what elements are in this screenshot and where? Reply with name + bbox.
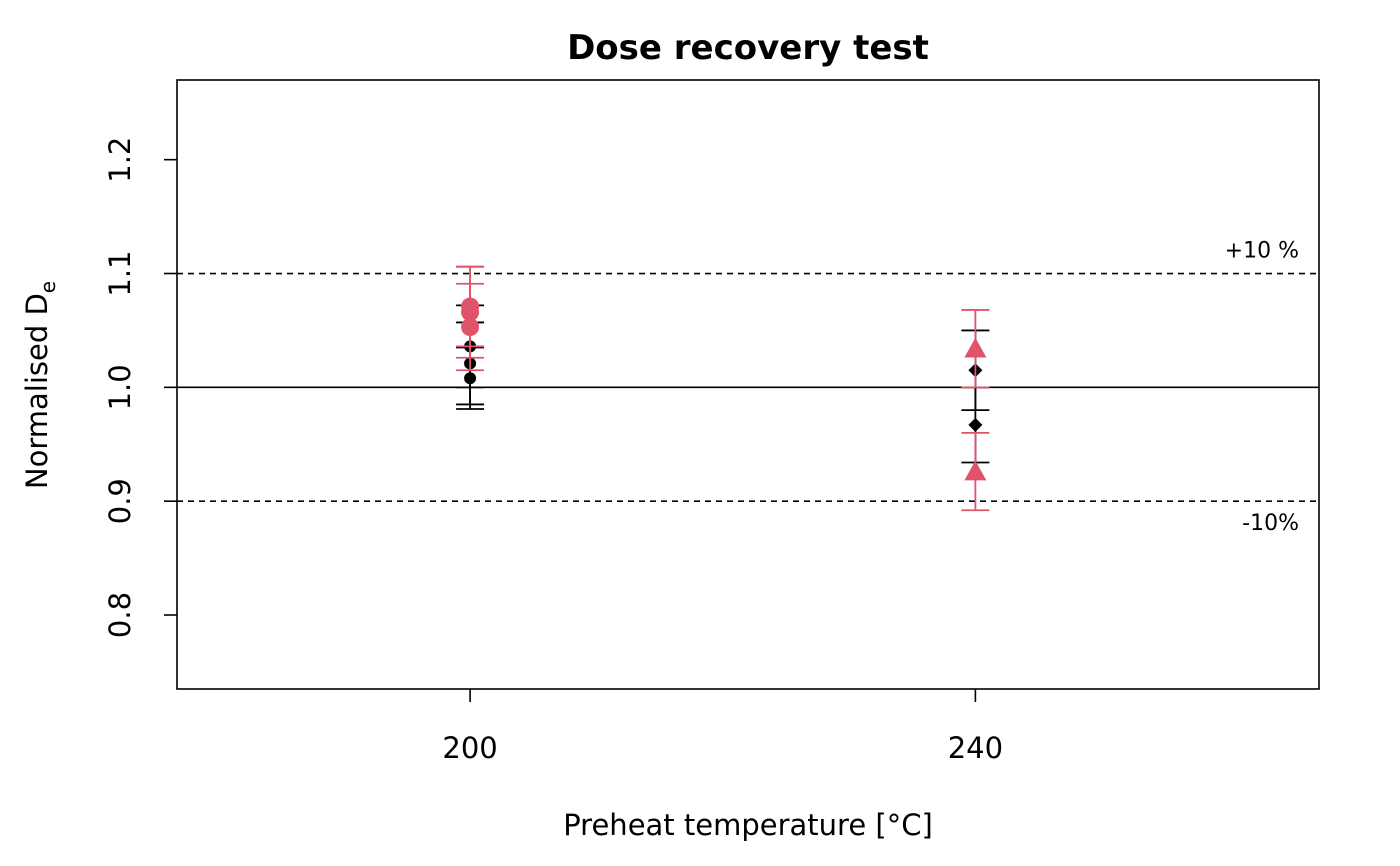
y-axis-label: Normalised De: [20, 281, 60, 489]
reference-line-label-2: -10%: [1242, 511, 1299, 536]
y-tick-label-3: 1.1: [103, 250, 137, 296]
data-point-s0-p4: [968, 417, 983, 432]
x-tick-label-0: 200: [442, 731, 497, 765]
y-axis-label-main: Normalised D: [20, 293, 54, 489]
y-tick-label-1: 0.9: [103, 478, 137, 524]
data-point-s1-p3: [964, 337, 987, 358]
x-axis-label: Preheat temperature [°C]: [563, 808, 933, 842]
plot-frame: [176, 79, 1320, 690]
data-point-s1-p4: [964, 460, 987, 481]
x-tick-label-1: 240: [948, 731, 1003, 765]
x-axis: 200 240: [442, 689, 1003, 765]
reference-lines: +10 % -10%: [177, 239, 1319, 536]
series-1: [456, 265, 990, 512]
y-tick-label-2: 1.0: [103, 364, 137, 410]
y-tick-label-4: 1.2: [103, 137, 137, 183]
y-tick-label-0: 0.8: [103, 592, 137, 638]
reference-line-label-1: +10 %: [1225, 239, 1299, 264]
y-axis-label-subscript: e: [36, 281, 60, 293]
data-series: [456, 265, 990, 512]
chart-title: Dose recovery test: [567, 28, 929, 68]
data-point-s1-p2: [461, 318, 480, 337]
y-axis: 0.8 0.9 1.0 1.1 1.2: [103, 137, 177, 638]
series-0: [456, 304, 990, 464]
